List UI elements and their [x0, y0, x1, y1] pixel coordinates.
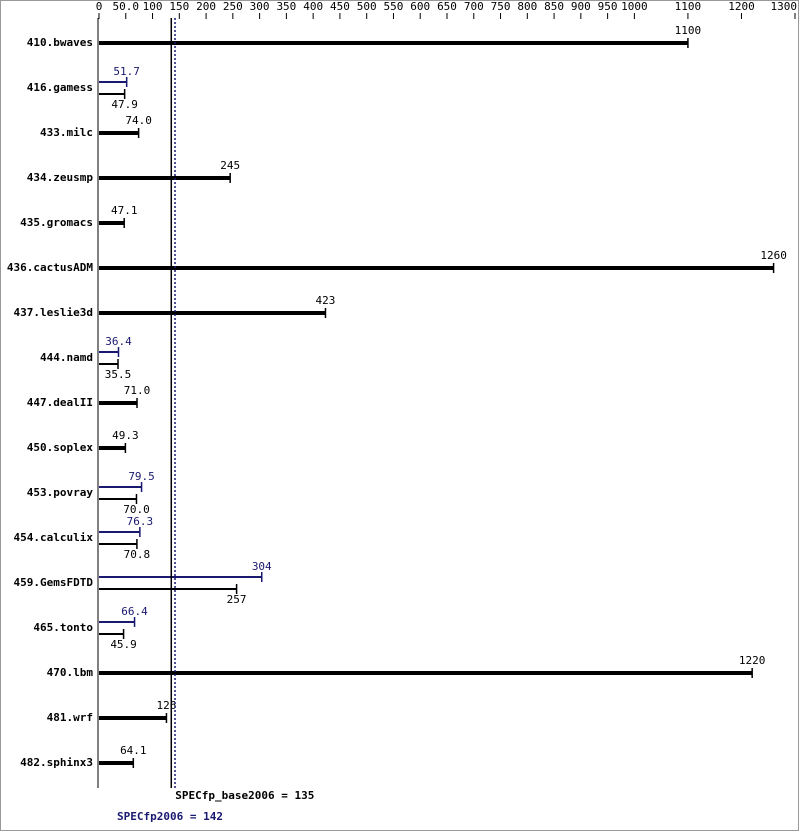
- x-tick-label: 800: [517, 0, 537, 13]
- value-label: 257: [227, 593, 247, 606]
- x-tick-label: 700: [464, 0, 484, 13]
- value-label: 35.5: [105, 368, 132, 381]
- value-label: 76.3: [127, 515, 154, 528]
- category-label: 459.GemsFDTD: [14, 576, 94, 589]
- value-label: 45.9: [110, 638, 137, 651]
- x-tick-label: 1000: [621, 0, 648, 13]
- x-tick-label: 1200: [728, 0, 755, 13]
- x-tick-label: 900: [571, 0, 591, 13]
- x-tick-label: 50.0: [113, 0, 140, 13]
- value-label: 74.0: [125, 114, 152, 127]
- value-label: 245: [220, 159, 240, 172]
- value-label: 51.7: [113, 65, 140, 78]
- value-label: 304: [252, 560, 272, 573]
- value-label: 71.0: [124, 384, 151, 397]
- x-tick-label: 100: [143, 0, 163, 13]
- x-tick-label: 550: [384, 0, 404, 13]
- x-tick-label: 350: [276, 0, 296, 13]
- x-tick-label: 1100: [675, 0, 702, 13]
- value-label: 1220: [739, 654, 766, 667]
- x-tick-label: 0: [96, 0, 103, 13]
- value-label: 47.9: [111, 98, 138, 111]
- reference-label: SPECfp_base2006 = 135: [175, 789, 314, 802]
- x-tick-label: 950: [598, 0, 618, 13]
- value-label: 70.8: [124, 548, 151, 561]
- category-label: 450.soplex: [27, 441, 94, 454]
- reference-label: SPECfp2006 = 142: [117, 810, 223, 823]
- value-label: 64.1: [120, 744, 147, 757]
- x-tick-label: 500: [357, 0, 377, 13]
- x-tick-label: 300: [250, 0, 270, 13]
- category-label: 454.calculix: [14, 531, 94, 544]
- category-label: 436.cactusADM: [7, 261, 93, 274]
- category-label: 470.lbm: [47, 666, 94, 679]
- category-label: 433.milc: [40, 126, 93, 139]
- value-label: 1260: [760, 249, 787, 262]
- x-tick-label: 200: [196, 0, 216, 13]
- value-label: 1100: [675, 24, 702, 37]
- x-tick-label: 150: [169, 0, 189, 13]
- category-label: 481.wrf: [47, 711, 93, 724]
- category-label: 416.gamess: [27, 81, 93, 94]
- category-label: 444.namd: [40, 351, 93, 364]
- category-label: 437.leslie3d: [14, 306, 93, 319]
- value-label: 423: [316, 294, 336, 307]
- category-label: 482.sphinx3: [20, 756, 93, 769]
- x-tick-label: 650: [437, 0, 457, 13]
- x-tick-label: 850: [544, 0, 564, 13]
- value-label: 66.4: [121, 605, 148, 618]
- x-tick-label: 400: [303, 0, 323, 13]
- x-tick-label: 600: [410, 0, 430, 13]
- value-label: 70.0: [123, 503, 150, 516]
- category-label: 447.dealII: [27, 396, 93, 409]
- value-label: 47.1: [111, 204, 138, 217]
- value-label: 126: [157, 699, 177, 712]
- x-tick-label: 750: [491, 0, 511, 13]
- category-label: 465.tonto: [33, 621, 93, 634]
- value-label: 49.3: [112, 429, 139, 442]
- category-label: 410.bwaves: [27, 36, 93, 49]
- x-tick-label: 450: [330, 0, 350, 13]
- category-label: 434.zeusmp: [27, 171, 94, 184]
- category-label: 453.povray: [27, 486, 94, 499]
- value-label: 79.5: [128, 470, 155, 483]
- x-tick-label: 1300: [771, 0, 798, 13]
- category-label: 435.gromacs: [20, 216, 93, 229]
- x-tick-label: 250: [223, 0, 243, 13]
- value-label: 36.4: [105, 335, 132, 348]
